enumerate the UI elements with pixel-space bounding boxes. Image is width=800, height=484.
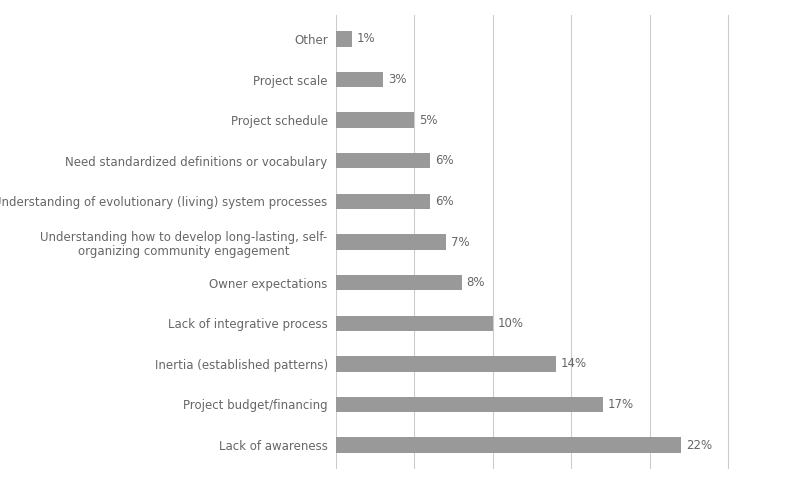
Bar bbox=[336, 194, 430, 209]
Bar bbox=[336, 234, 446, 250]
Bar bbox=[336, 397, 602, 412]
Text: 5%: 5% bbox=[419, 114, 438, 127]
Bar bbox=[336, 356, 556, 372]
Text: 3%: 3% bbox=[388, 73, 406, 86]
Bar bbox=[336, 72, 383, 87]
Text: 14%: 14% bbox=[561, 357, 586, 370]
Text: 6%: 6% bbox=[435, 154, 454, 167]
Bar bbox=[336, 112, 414, 128]
Text: 17%: 17% bbox=[607, 398, 634, 411]
Bar bbox=[336, 31, 352, 46]
Text: 8%: 8% bbox=[466, 276, 485, 289]
Bar bbox=[336, 438, 682, 453]
Bar bbox=[336, 316, 493, 331]
Text: 6%: 6% bbox=[435, 195, 454, 208]
Text: 10%: 10% bbox=[498, 317, 524, 330]
Text: 7%: 7% bbox=[450, 236, 469, 248]
Bar bbox=[336, 275, 462, 290]
Text: 1%: 1% bbox=[357, 32, 375, 45]
Text: 22%: 22% bbox=[686, 439, 712, 452]
Bar bbox=[336, 153, 430, 168]
